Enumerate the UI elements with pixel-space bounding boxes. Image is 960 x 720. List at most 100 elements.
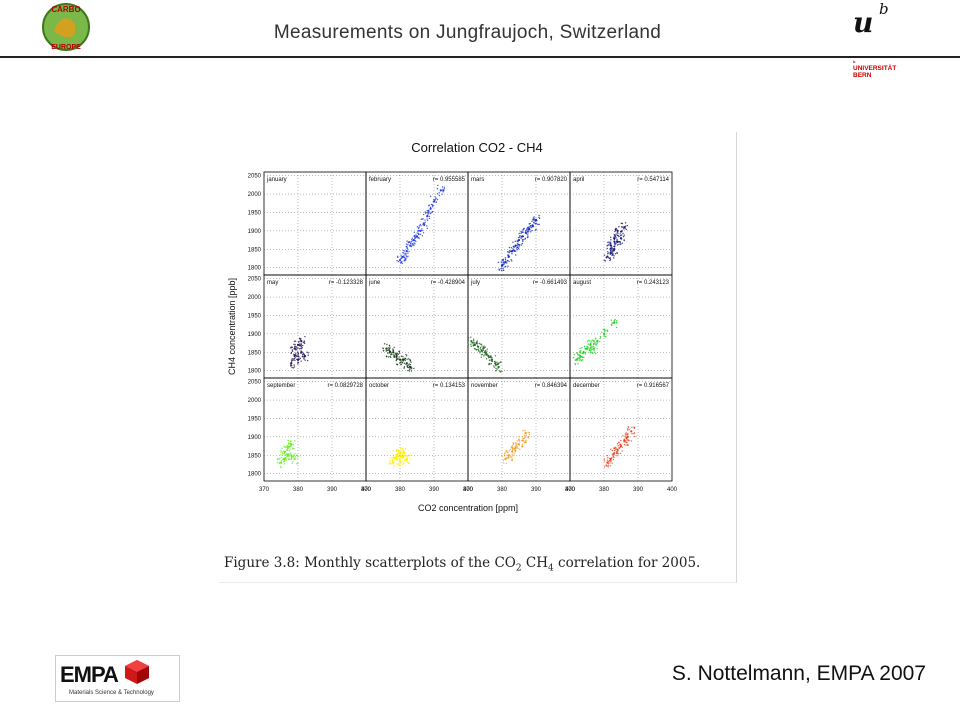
data-point	[613, 247, 616, 250]
data-point	[405, 362, 408, 365]
data-point	[535, 228, 537, 230]
data-point	[608, 252, 610, 254]
data-point	[291, 366, 293, 369]
data-point	[521, 446, 523, 448]
data-point	[293, 343, 295, 346]
data-point	[621, 450, 623, 452]
x-tick-label: 380	[395, 487, 406, 493]
data-point	[626, 441, 628, 444]
data-point	[526, 236, 529, 239]
data-point	[401, 361, 404, 364]
data-point	[500, 269, 503, 272]
data-point	[288, 453, 291, 455]
data-point	[391, 460, 394, 462]
data-point	[513, 452, 515, 454]
data-point	[614, 318, 616, 321]
data-point	[390, 352, 393, 354]
chart-title: Correlation CO2 - CH4	[411, 140, 543, 155]
data-point	[411, 239, 413, 241]
data-point	[409, 358, 411, 361]
data-point	[475, 348, 477, 351]
data-point	[528, 226, 530, 228]
data-point	[623, 239, 625, 242]
data-point	[497, 363, 499, 365]
data-point	[599, 340, 601, 343]
data-point	[416, 226, 419, 228]
data-point	[476, 342, 478, 344]
data-point	[604, 260, 607, 262]
data-point	[401, 457, 404, 459]
data-point	[586, 340, 589, 342]
data-point	[382, 347, 384, 350]
data-point	[401, 463, 404, 466]
data-point	[593, 343, 595, 346]
data-point	[624, 435, 627, 437]
panel-january	[263, 171, 367, 276]
data-point	[538, 217, 541, 220]
empa-tagline: Materials Science & Technology	[69, 690, 154, 696]
data-point	[624, 222, 627, 224]
data-point	[385, 355, 388, 357]
data-point	[502, 459, 505, 462]
data-point	[517, 239, 519, 242]
data-point	[612, 250, 614, 253]
figure-caption: Figure 3.8: Monthly scatterplots of the …	[224, 555, 701, 574]
y-tick-label: 1950	[248, 416, 262, 422]
data-point	[291, 456, 293, 458]
data-point	[410, 366, 413, 368]
data-point	[467, 339, 470, 341]
data-point	[589, 342, 592, 345]
data-point	[284, 457, 287, 459]
data-point	[280, 459, 283, 462]
data-point	[603, 259, 605, 262]
data-point	[616, 238, 618, 241]
data-point	[290, 352, 293, 354]
data-point	[411, 242, 414, 245]
data-point	[416, 230, 419, 232]
data-point	[307, 354, 309, 356]
data-point	[421, 228, 423, 230]
data-point	[290, 454, 293, 457]
data-point	[392, 459, 394, 461]
data-point	[514, 240, 517, 243]
data-point	[610, 248, 612, 250]
data-point	[280, 456, 282, 459]
x-tick-label: 390	[531, 487, 542, 493]
panel-may	[263, 274, 367, 379]
data-point	[621, 242, 624, 244]
data-point	[414, 243, 416, 245]
data-point	[497, 362, 499, 364]
data-point	[527, 232, 529, 234]
data-point	[585, 347, 589, 350]
data-point	[620, 234, 623, 236]
data-point	[499, 370, 501, 372]
data-point	[619, 446, 621, 449]
data-point	[503, 262, 505, 265]
data-point	[402, 454, 405, 457]
data-point	[610, 319, 613, 321]
data-point	[615, 322, 618, 324]
data-point	[610, 323, 613, 326]
data-point	[631, 426, 633, 429]
data-point	[620, 439, 622, 442]
data-point	[622, 435, 624, 437]
data-point	[522, 440, 524, 442]
data-point	[588, 339, 590, 341]
data-point	[424, 221, 426, 223]
x-tick-label: 390	[429, 487, 440, 493]
data-point	[297, 363, 299, 365]
carbo-logo-text: CARBO	[51, 5, 80, 14]
data-point	[406, 247, 408, 249]
data-point	[293, 340, 296, 343]
data-point	[614, 448, 617, 450]
data-point	[613, 255, 615, 257]
data-point	[613, 240, 616, 242]
data-point	[504, 258, 507, 261]
data-point	[508, 457, 510, 459]
data-point	[591, 346, 593, 348]
data-point	[516, 446, 518, 448]
data-point	[280, 462, 283, 464]
data-point	[418, 225, 421, 227]
data-point	[593, 345, 595, 348]
data-point	[515, 247, 518, 249]
